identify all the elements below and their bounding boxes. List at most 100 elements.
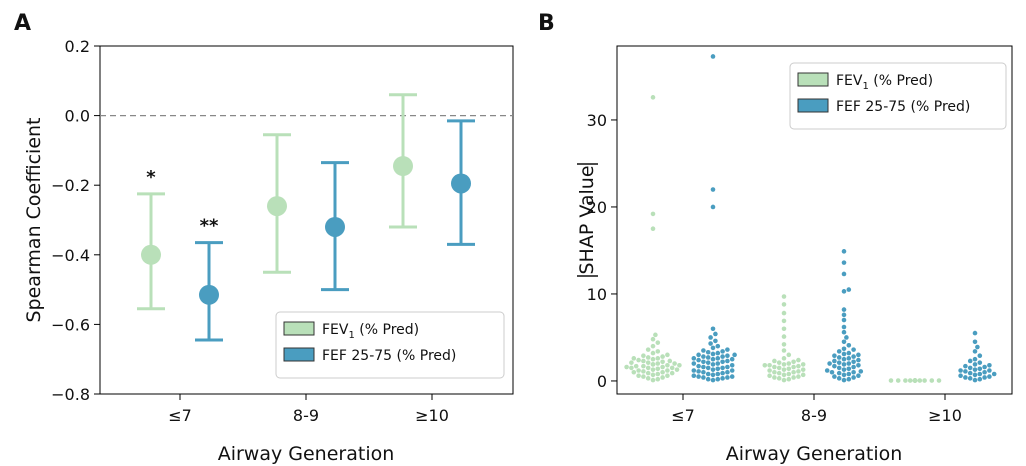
swarm-point (701, 364, 706, 370)
swarm-point (669, 365, 675, 371)
swarm-point (786, 366, 792, 372)
swarm-point (772, 375, 777, 380)
swarm-point (851, 354, 856, 359)
swarm-point (963, 363, 968, 369)
swarm-point (917, 378, 923, 383)
swarm-point (982, 364, 987, 370)
swarm-point (856, 362, 861, 368)
swarm-point (791, 359, 796, 365)
swarm-point (987, 374, 992, 379)
swarm-point (710, 54, 716, 59)
swarm-point (650, 367, 656, 372)
swarm-point (977, 353, 983, 359)
swarm-point (781, 318, 787, 324)
swarm-point (841, 339, 847, 345)
swarm-point (841, 346, 847, 352)
swarm-point (836, 365, 842, 371)
swarm-point (841, 312, 847, 318)
swarm-point (710, 204, 716, 210)
swarm-point (696, 352, 701, 358)
swarm-point (696, 374, 701, 379)
swarm-point (958, 368, 963, 373)
swarm-point (641, 353, 646, 359)
swarm-point (696, 357, 701, 363)
swarm-point (841, 289, 847, 294)
swarm-point (858, 369, 864, 374)
swarm-point (655, 376, 661, 382)
swarm-point (720, 349, 725, 354)
swarm-point (781, 310, 787, 316)
swarm-point (710, 326, 716, 332)
panel-b-letter: B (538, 11, 555, 36)
swarm-point (977, 371, 983, 377)
swarm-point (713, 338, 718, 344)
swarm-point (786, 371, 792, 377)
swarm-point (732, 352, 737, 358)
swarm-point (729, 374, 735, 379)
swarm-point (720, 365, 725, 371)
swarm-point (987, 362, 992, 368)
swarm-point (650, 343, 656, 349)
swarm-point (781, 302, 787, 307)
swarm-point (832, 358, 837, 364)
swarm-point (715, 361, 721, 366)
swarm-point (841, 249, 847, 254)
swarm-point (972, 377, 978, 383)
swarm-point (645, 376, 651, 381)
swarm-point (696, 363, 701, 369)
swarm-point (781, 348, 787, 353)
swarm-point (715, 350, 721, 356)
swarm-point (922, 378, 927, 383)
swarm-point (846, 356, 852, 361)
swarm-point (701, 369, 706, 375)
swarm-point (836, 349, 842, 354)
swarm-point (832, 374, 837, 379)
swarm-point (781, 294, 787, 299)
swarm-point (650, 211, 656, 217)
swarm-point (710, 356, 716, 362)
swarm-point (650, 95, 656, 100)
swarm-point (972, 362, 978, 367)
swarm-point (725, 375, 730, 380)
swarm-point (796, 369, 801, 374)
swarm-point (645, 347, 651, 352)
swarm-point (660, 359, 665, 365)
swarm-point (710, 345, 716, 351)
swarm-point (786, 352, 792, 358)
swarm-point (629, 365, 634, 371)
swarm-point (710, 351, 716, 357)
swarm-point (715, 371, 721, 377)
swarm-point (645, 365, 651, 371)
panel-b-x-tick-label: ≥10 (928, 406, 962, 425)
swarm-point (977, 376, 983, 382)
swarm-point (772, 358, 777, 364)
panel-a-y-axis-label: Spearman Coefficient (23, 117, 45, 322)
swarm-point (972, 330, 978, 336)
swarm-point (660, 364, 665, 370)
swarm-point (725, 364, 730, 370)
legend-b-label-fev1: FEV1 (% Pred) (836, 73, 933, 92)
swarm-point (672, 361, 677, 366)
swarm-point (776, 370, 782, 376)
swarm-point (836, 355, 842, 360)
swarm-point (650, 362, 656, 367)
mean-point (267, 196, 287, 217)
swarm-point (991, 371, 997, 377)
swarm-point (800, 362, 806, 367)
swarm-point (655, 366, 661, 372)
swarm-point (631, 369, 637, 375)
swarm-point (841, 317, 847, 323)
legend-a-swatch-fef (283, 347, 315, 362)
panel-a-y-tick-label: −0.8 (51, 385, 90, 404)
swarm-point (729, 362, 735, 368)
swarm-point (772, 369, 777, 375)
swarm-point (776, 376, 782, 381)
swarm-point (705, 355, 711, 360)
legend-b-swatch-fef (797, 98, 829, 113)
swarm-point (776, 365, 782, 371)
panel-a-y-tick-label: −0.4 (51, 246, 90, 265)
legend-a-swatch-fev1 (283, 321, 315, 336)
swarm-point (705, 360, 711, 365)
swarm-point (832, 363, 837, 369)
legend-a-frame (275, 311, 505, 379)
